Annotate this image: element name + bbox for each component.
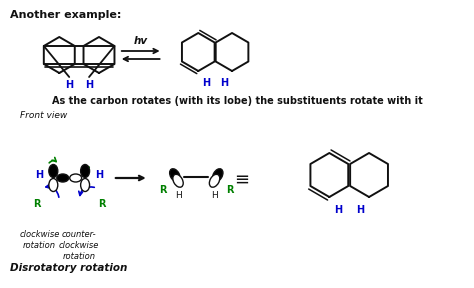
Text: H: H xyxy=(202,78,210,88)
Text: R: R xyxy=(33,199,40,209)
Ellipse shape xyxy=(81,179,90,192)
Text: Front view: Front view xyxy=(19,111,67,120)
Ellipse shape xyxy=(81,164,90,177)
Text: H: H xyxy=(334,205,342,215)
Ellipse shape xyxy=(173,174,183,187)
Text: R: R xyxy=(159,185,166,195)
Text: H: H xyxy=(356,205,364,215)
Text: H: H xyxy=(95,170,103,180)
Text: Another example:: Another example: xyxy=(9,10,121,20)
Ellipse shape xyxy=(170,169,180,182)
Ellipse shape xyxy=(70,174,82,182)
Text: ≡: ≡ xyxy=(235,171,249,189)
Text: As the carbon rotates (with its lobe) the substituents rotate with it: As the carbon rotates (with its lobe) th… xyxy=(52,96,422,106)
Text: hv: hv xyxy=(134,36,148,46)
Text: H: H xyxy=(220,78,228,88)
Text: H: H xyxy=(65,80,73,90)
Text: H: H xyxy=(85,80,93,90)
Ellipse shape xyxy=(49,179,58,192)
Text: H: H xyxy=(36,170,44,180)
Text: R: R xyxy=(98,199,106,209)
Text: R: R xyxy=(226,185,234,195)
Text: counter-
clockwise
rotation: counter- clockwise rotation xyxy=(59,230,100,261)
Text: H: H xyxy=(175,192,182,200)
Text: Disrotatory rotation: Disrotatory rotation xyxy=(9,263,127,273)
Ellipse shape xyxy=(49,164,58,177)
Text: H: H xyxy=(211,192,218,200)
Text: clockwise
rotation: clockwise rotation xyxy=(19,230,60,250)
Ellipse shape xyxy=(212,169,223,182)
Ellipse shape xyxy=(57,174,69,182)
Ellipse shape xyxy=(210,174,220,187)
